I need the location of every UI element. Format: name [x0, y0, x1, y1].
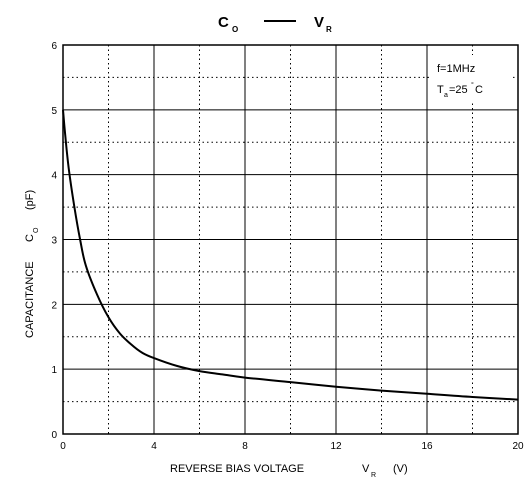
annotation-temp-t: T — [437, 84, 444, 96]
x-axis-var: V — [362, 463, 370, 475]
title-right: V — [314, 14, 324, 31]
annotation-frequency: f=1MHz — [437, 63, 475, 75]
x-tick-label: 0 — [60, 441, 66, 452]
x-tick-label: 20 — [512, 441, 524, 452]
x-tick-label: 12 — [330, 441, 342, 452]
capacitance-curve — [62, 109, 519, 401]
plot-frame — [62, 44, 519, 435]
y-axis-var: C — [24, 234, 36, 242]
y-tick-label: 0 — [51, 430, 57, 441]
y-axis-label: CAPACITANCE C O (pF) — [24, 190, 40, 338]
x-tick-label: 4 — [151, 441, 157, 452]
y-axis-var-sub: O — [33, 227, 40, 233]
y-tick-label: 2 — [51, 300, 57, 311]
x-tick-label: 8 — [242, 441, 248, 452]
y-axis-unit: (pF) — [24, 190, 36, 210]
y-tick-label: 4 — [51, 171, 57, 182]
annotation-temp-value: =25 — [449, 84, 468, 96]
title-left: C — [218, 14, 229, 31]
y-tick-labels: 0 1 2 3 4 5 6 — [51, 41, 57, 441]
title-right-sub: R — [326, 25, 332, 34]
conditions-annotation: f=1MHz T a =25 ° C — [430, 55, 512, 101]
annotation-degree: ° — [471, 81, 474, 89]
annotation-unit: C — [475, 84, 483, 96]
major-grid — [63, 45, 518, 434]
x-axis-unit: (V) — [393, 463, 408, 475]
title-left-sub: O — [232, 25, 238, 34]
annotation-background — [430, 55, 512, 101]
y-tick-label: 3 — [51, 236, 57, 247]
x-axis-label: REVERSE BIAS VOLTAGE V R (V) — [170, 463, 408, 479]
plot-area — [62, 44, 519, 435]
x-axis-var-sub: R — [371, 472, 376, 479]
y-axis-title: CAPACITANCE — [24, 261, 36, 338]
x-axis-title: REVERSE BIAS VOLTAGE — [170, 463, 304, 475]
annotation-temp-sub: a — [444, 92, 448, 99]
x-tick-label: 16 — [421, 441, 433, 452]
y-tick-label: 5 — [51, 106, 57, 117]
chart-title: C O V R — [218, 14, 332, 34]
y-tick-label: 6 — [51, 41, 57, 52]
y-tick-label: 1 — [51, 365, 57, 376]
x-tick-labels: 0 4 8 12 16 20 — [60, 441, 524, 452]
